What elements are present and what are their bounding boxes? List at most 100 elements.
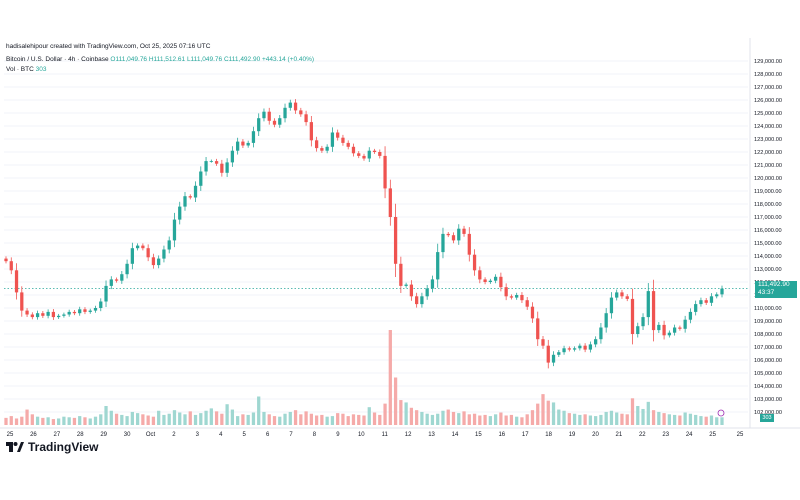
volume-bar	[383, 403, 387, 425]
y-tick-label: 123,000.00	[754, 137, 782, 143]
x-tick-label: 3	[196, 432, 200, 438]
x-tick-label: 20	[592, 432, 599, 438]
candle-body	[594, 339, 598, 345]
candle-body	[499, 276, 503, 288]
y-tick-label: 104,000.00	[754, 384, 782, 390]
x-tick-label: 24	[686, 432, 693, 438]
x-tick-label: 29	[100, 432, 107, 438]
volume-bar	[57, 418, 61, 425]
volume-bar	[330, 416, 335, 425]
y-tick-label: 122,000.00	[754, 150, 782, 156]
volume-bar	[409, 407, 414, 425]
candle-body	[309, 122, 313, 141]
x-tick-label: 15	[475, 432, 482, 438]
volume-bar	[246, 414, 250, 425]
y-tick-label: 128,000.00	[754, 72, 782, 78]
candle-body	[704, 300, 708, 303]
candle-body	[609, 297, 614, 314]
low-value: L111,049.76	[186, 56, 223, 63]
candle-body	[93, 308, 98, 311]
tradingview-logo[interactable]: TradingView	[6, 440, 98, 454]
volume-bar	[509, 414, 514, 425]
volume-bar	[146, 415, 150, 425]
candle-body	[41, 313, 45, 316]
volume-bar	[478, 415, 482, 425]
candle-body	[83, 309, 87, 312]
last-price-tag: 111,492.90 43:37	[755, 281, 797, 298]
candle-body	[241, 141, 245, 146]
candle-body	[688, 311, 693, 320]
candle-body	[251, 131, 256, 143]
volume-bar	[683, 412, 687, 425]
volume-bar	[646, 401, 650, 425]
candle-body	[236, 141, 240, 151]
candle-body	[351, 146, 356, 154]
candle-body	[178, 206, 182, 220]
volume-bar	[488, 416, 492, 425]
candle-body	[99, 301, 103, 308]
volume-bar	[694, 414, 698, 425]
candle-body	[604, 313, 608, 328]
candle-body	[451, 235, 456, 241]
volume-bar	[704, 416, 708, 425]
x-tick-label: 12	[405, 432, 412, 438]
candle-body	[620, 292, 624, 297]
volume-bar	[72, 417, 77, 425]
volume-bar	[4, 417, 8, 425]
candle-body	[214, 161, 219, 164]
candle-body	[493, 276, 498, 281]
volume-bar	[678, 415, 682, 425]
candle-body	[14, 270, 19, 293]
volume-bar	[415, 410, 419, 425]
x-tick-label: 8	[313, 432, 317, 438]
candle-body	[330, 132, 335, 147]
x-tick-label: 22	[639, 432, 646, 438]
candle-body	[415, 296, 419, 305]
candle-body	[557, 352, 561, 355]
candle-body	[720, 288, 724, 295]
volume-bar	[104, 406, 108, 425]
volume-bar	[399, 400, 403, 425]
volume-bar	[20, 416, 24, 425]
candle-body	[220, 163, 224, 173]
volume-bar	[51, 419, 56, 425]
candle-body	[114, 279, 119, 281]
candle-body	[78, 309, 82, 314]
candle-body	[436, 252, 440, 280]
candle-body	[694, 304, 698, 312]
candle-body	[583, 345, 587, 350]
volume-bar	[241, 414, 245, 425]
candle-body	[578, 345, 582, 349]
volume-bar	[457, 413, 461, 425]
volume-bar	[135, 413, 140, 425]
candle-body	[162, 249, 166, 259]
volume-bar	[446, 409, 450, 425]
volume-bar	[209, 408, 213, 425]
candle-body	[525, 300, 529, 307]
volume-bar	[83, 417, 87, 425]
volume-bar	[93, 416, 98, 425]
candle-body	[462, 228, 466, 234]
volume-bar	[78, 416, 82, 425]
candle-body	[636, 326, 640, 334]
x-tick-label: 26	[30, 432, 37, 438]
volume-bar	[35, 416, 40, 425]
candle-body	[657, 324, 661, 331]
candle-body	[9, 261, 13, 271]
candle-body	[409, 284, 414, 297]
y-tick-label: 106,000.00	[754, 358, 782, 364]
candle-body	[383, 155, 387, 189]
volume-bar	[662, 413, 666, 425]
volume-bar	[630, 398, 635, 425]
volume-bar	[257, 396, 261, 425]
candle-body	[441, 233, 445, 253]
volume-bar	[167, 413, 171, 425]
y-tick-label: 124,000.00	[754, 124, 782, 130]
y-tick-label: 115,000.00	[754, 241, 782, 247]
x-tick-label: 13	[428, 432, 435, 438]
x-tick-label: 2	[172, 432, 176, 438]
y-tick-label: 102,000.00	[754, 410, 782, 416]
volume-bar	[272, 416, 277, 425]
